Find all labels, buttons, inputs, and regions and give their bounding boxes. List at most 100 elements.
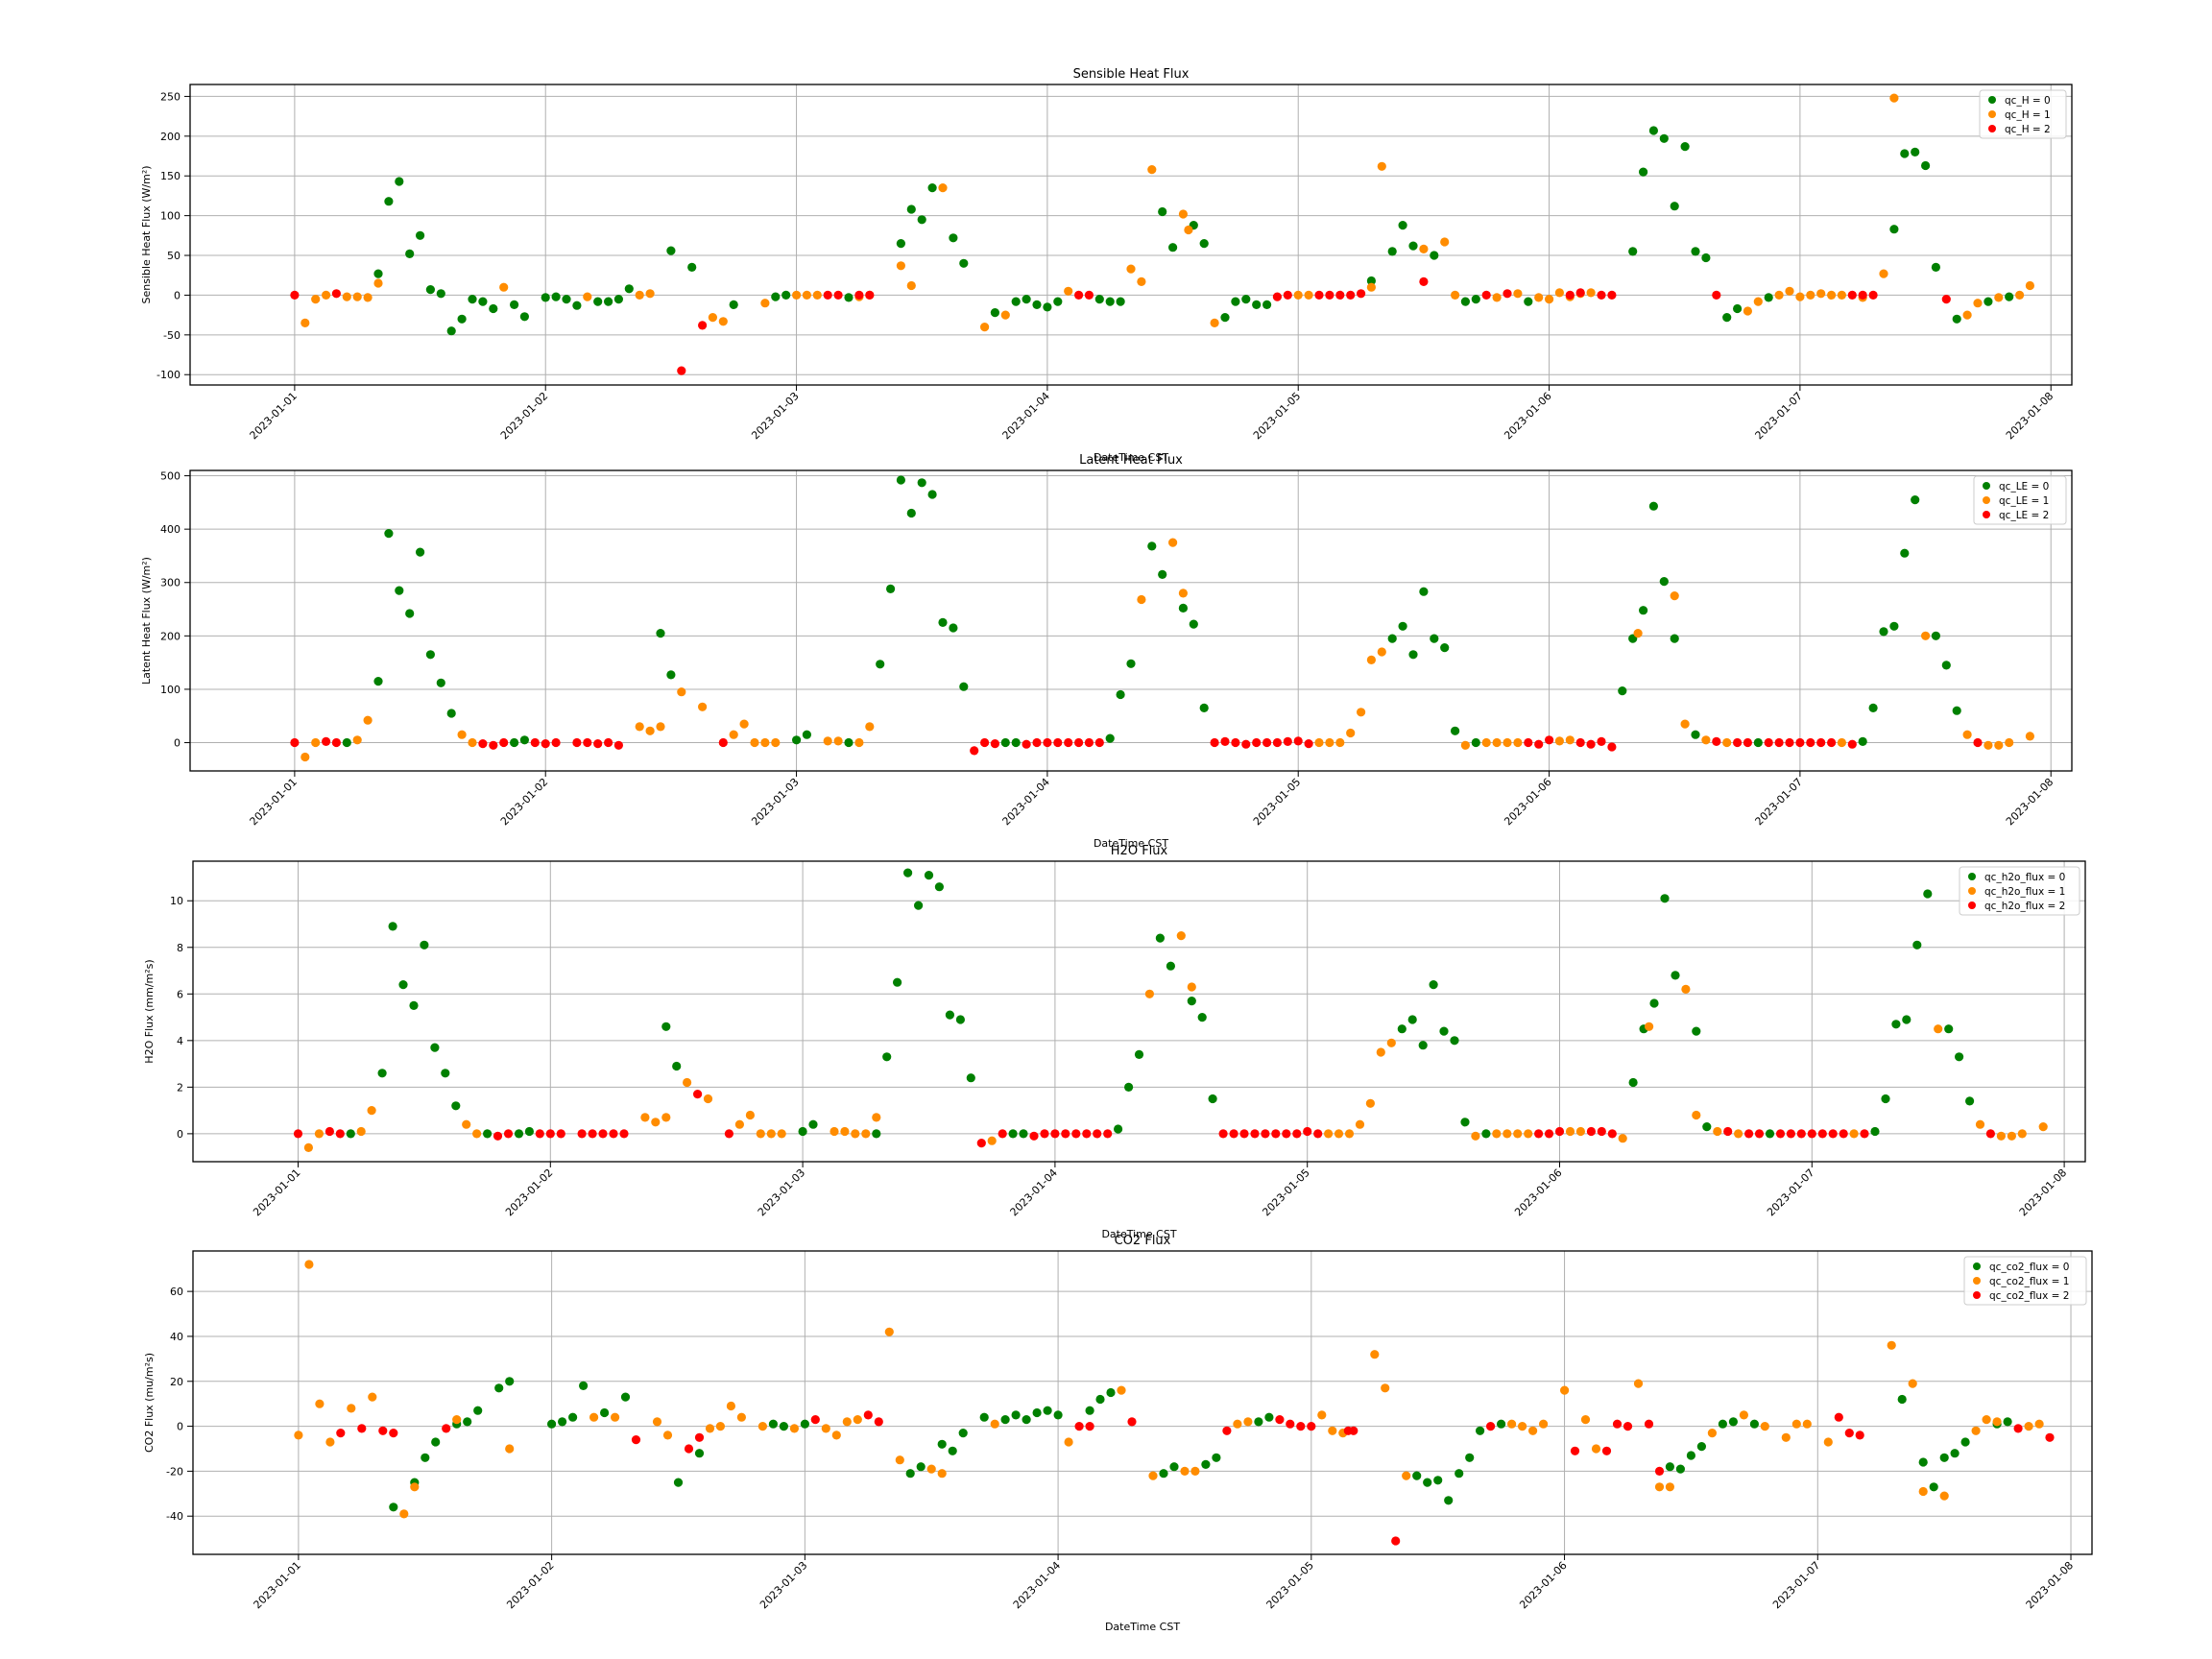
data-point bbox=[1433, 1476, 1443, 1485]
data-point bbox=[1303, 1126, 1312, 1137]
data-point bbox=[1387, 634, 1397, 643]
data-point bbox=[1503, 1129, 1512, 1139]
data-point bbox=[1043, 737, 1052, 748]
data-point bbox=[1117, 1385, 1126, 1395]
data-point bbox=[1775, 1129, 1786, 1139]
data-point bbox=[2005, 737, 2014, 748]
data-point bbox=[1465, 1453, 1475, 1462]
data-point bbox=[865, 722, 875, 732]
data-point bbox=[1785, 737, 1794, 748]
data-point bbox=[1430, 251, 1439, 260]
data-point bbox=[2007, 1131, 2016, 1141]
data-point bbox=[1507, 1419, 1517, 1429]
data-point bbox=[1158, 206, 1167, 217]
data-point bbox=[1168, 538, 1178, 547]
data-point bbox=[729, 300, 738, 309]
y-tick-label: -100 bbox=[156, 369, 180, 381]
data-point bbox=[600, 1407, 610, 1418]
data-point bbox=[1451, 290, 1460, 300]
data-point bbox=[1085, 1406, 1094, 1415]
data-point bbox=[2015, 290, 2025, 300]
data-point bbox=[1022, 1415, 1031, 1425]
data-point bbox=[745, 1110, 756, 1120]
data-point bbox=[304, 1260, 314, 1269]
data-point bbox=[1391, 1536, 1401, 1546]
data-point bbox=[1565, 735, 1575, 745]
data-point bbox=[398, 980, 408, 990]
data-point bbox=[1786, 1129, 1795, 1139]
data-point bbox=[1597, 736, 1606, 747]
data-point bbox=[1444, 1496, 1454, 1505]
data-point bbox=[301, 318, 310, 327]
data-point bbox=[1011, 1410, 1021, 1420]
data-point bbox=[1539, 1419, 1549, 1429]
data-point bbox=[301, 752, 310, 762]
data-point bbox=[2003, 1417, 2012, 1427]
data-point bbox=[917, 215, 926, 225]
data-point bbox=[1346, 290, 1356, 300]
data-point bbox=[1816, 737, 1826, 748]
y-tick-label: 20 bbox=[170, 1376, 183, 1388]
data-point bbox=[1879, 269, 1888, 278]
legend-marker bbox=[1988, 125, 1996, 132]
data-point bbox=[1286, 1419, 1295, 1429]
data-point bbox=[1670, 591, 1679, 601]
data-point bbox=[399, 1509, 409, 1519]
data-point bbox=[1147, 165, 1157, 175]
data-point bbox=[545, 1129, 555, 1139]
data-point bbox=[1671, 971, 1680, 980]
data-point bbox=[389, 1503, 398, 1512]
data-point bbox=[1176, 931, 1186, 941]
data-point bbox=[1665, 1462, 1674, 1472]
data-point bbox=[352, 292, 362, 301]
data-point bbox=[1243, 1417, 1253, 1427]
data-point bbox=[1796, 1129, 1806, 1139]
data-point bbox=[1040, 1129, 1049, 1139]
data-point bbox=[1868, 290, 1878, 300]
data-point bbox=[1712, 290, 1721, 300]
data-point bbox=[1837, 290, 1846, 300]
data-point bbox=[1828, 1129, 1838, 1139]
data-point bbox=[314, 1129, 324, 1139]
data-point bbox=[757, 1422, 768, 1431]
legend-marker bbox=[1973, 1291, 1981, 1299]
data-point bbox=[1105, 297, 1115, 306]
data-point bbox=[959, 258, 969, 268]
data-point bbox=[958, 1429, 968, 1438]
data-point bbox=[863, 1410, 873, 1420]
x-axis-label: DateTime CST bbox=[1101, 1228, 1176, 1240]
data-point bbox=[1241, 739, 1251, 749]
data-point bbox=[1939, 1491, 1949, 1501]
data-point bbox=[1210, 737, 1219, 748]
data-point bbox=[1275, 1415, 1285, 1425]
data-point bbox=[718, 737, 728, 748]
data-point bbox=[739, 719, 749, 729]
data-point bbox=[1984, 297, 1993, 306]
data-point bbox=[1000, 1415, 1010, 1425]
data-point bbox=[1423, 1478, 1432, 1487]
data-point bbox=[955, 1015, 966, 1024]
data-point bbox=[1064, 1437, 1073, 1447]
data-point bbox=[1692, 1110, 1701, 1120]
data-point bbox=[1565, 290, 1575, 300]
legend-label: qc_H = 2 bbox=[2005, 124, 2051, 135]
data-point bbox=[802, 290, 812, 300]
data-point bbox=[1713, 1126, 1722, 1137]
data-point bbox=[1450, 1036, 1459, 1046]
data-point bbox=[800, 1419, 810, 1429]
data-point bbox=[1670, 634, 1679, 643]
data-point bbox=[1313, 1129, 1323, 1139]
data-point bbox=[666, 670, 676, 680]
data-point bbox=[694, 1432, 705, 1442]
legend-label: qc_H = 1 bbox=[2005, 109, 2051, 121]
data-point bbox=[1000, 310, 1010, 320]
data-point bbox=[896, 261, 906, 271]
data-point bbox=[1239, 1129, 1249, 1139]
data-point bbox=[1816, 289, 1826, 299]
legend-box bbox=[1959, 866, 2080, 916]
data-point bbox=[1366, 276, 1376, 286]
data-point bbox=[1918, 1486, 1928, 1497]
data-point bbox=[1481, 290, 1491, 300]
data-point bbox=[441, 1069, 450, 1078]
data-point bbox=[1314, 290, 1324, 300]
